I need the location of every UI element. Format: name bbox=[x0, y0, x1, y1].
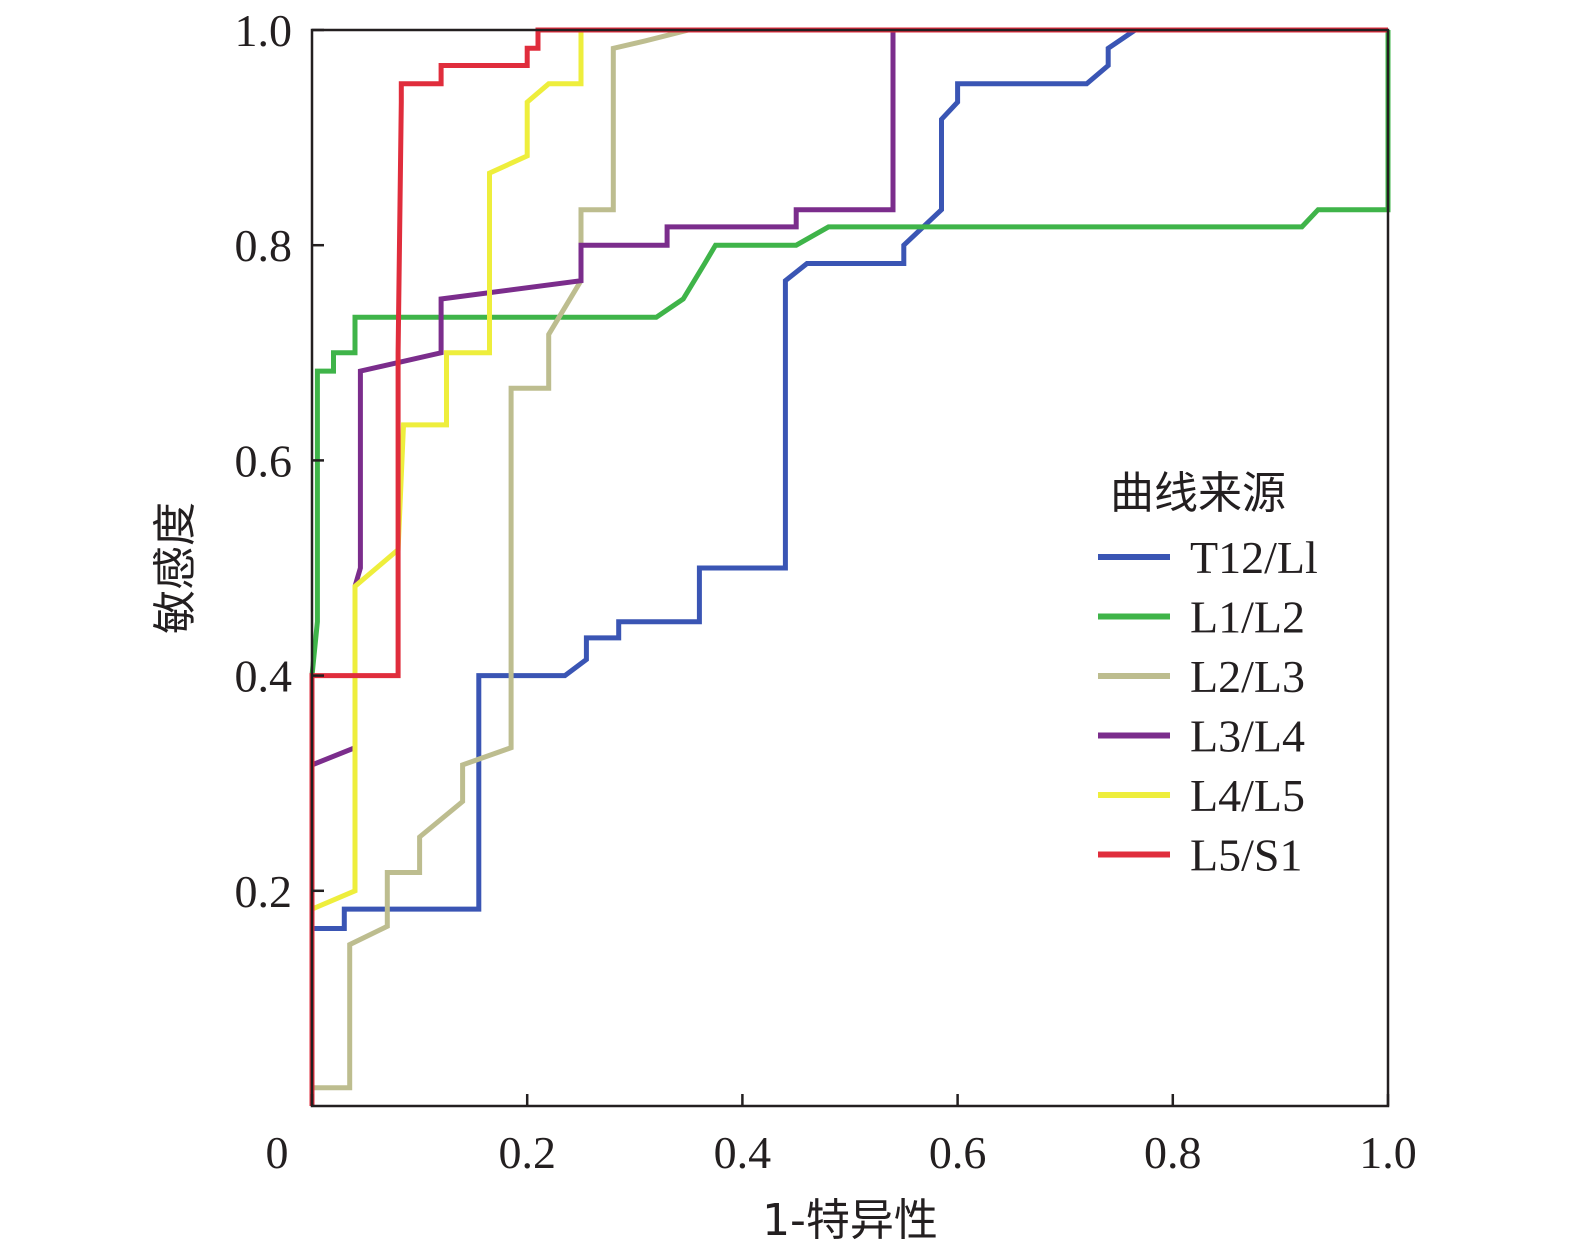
x-tick-label: 0.6 bbox=[929, 1127, 987, 1178]
plot-frame bbox=[310, 28, 1390, 1108]
y-tick-label: 1.0 bbox=[235, 5, 293, 56]
legend-label: L2/L3 bbox=[1190, 651, 1305, 702]
series-line-l4-l5 bbox=[309, 27, 1388, 1106]
series-line-l1-l2 bbox=[309, 30, 1391, 1106]
y-tick-label: 0.8 bbox=[235, 220, 293, 271]
x-tick-label: 0 bbox=[266, 1127, 289, 1178]
series-line-t12-ll bbox=[309, 27, 1388, 1106]
x-tick-label: 0.2 bbox=[498, 1127, 556, 1178]
y-axis-title: 敏感度 bbox=[150, 502, 201, 634]
legend-label: L3/L4 bbox=[1190, 711, 1305, 762]
y-axis: 0.2 0.4 0.6 0.8 1.0 bbox=[235, 5, 324, 917]
x-tick-label: 1.0 bbox=[1359, 1127, 1417, 1178]
legend-label: L4/L5 bbox=[1190, 770, 1305, 821]
legend-label: L1/L2 bbox=[1190, 592, 1305, 643]
legend-label: T12/Ll bbox=[1190, 532, 1318, 583]
legend-items: T12/Ll L1/L2 L2/L3 L3/L4 L4/L5 L5/S1 bbox=[1098, 532, 1318, 881]
x-axis: 0 0.2 0.4 0.6 0.8 1.0 bbox=[266, 1094, 1417, 1178]
x-tick-label: 0.4 bbox=[714, 1127, 772, 1178]
y-tick-label: 0.6 bbox=[235, 435, 293, 486]
series-line-l2-l3 bbox=[309, 27, 1388, 1106]
series-layer bbox=[309, 27, 1391, 1106]
y-tick-label: 0.4 bbox=[235, 651, 293, 702]
legend-title: 曲线来源 bbox=[1110, 468, 1286, 519]
x-tick-label: 0.8 bbox=[1144, 1127, 1202, 1178]
x-axis-title: 1-特异性 bbox=[762, 1195, 938, 1246]
legend: 曲线来源 T12/Ll L1/L2 L2/L3 L3/L4 L4/L5 L5/S1 bbox=[1098, 468, 1318, 881]
series-line-l5-s1 bbox=[309, 27, 1388, 1106]
legend-label: L5/S1 bbox=[1190, 830, 1302, 881]
y-tick-label: 0.2 bbox=[235, 866, 293, 917]
